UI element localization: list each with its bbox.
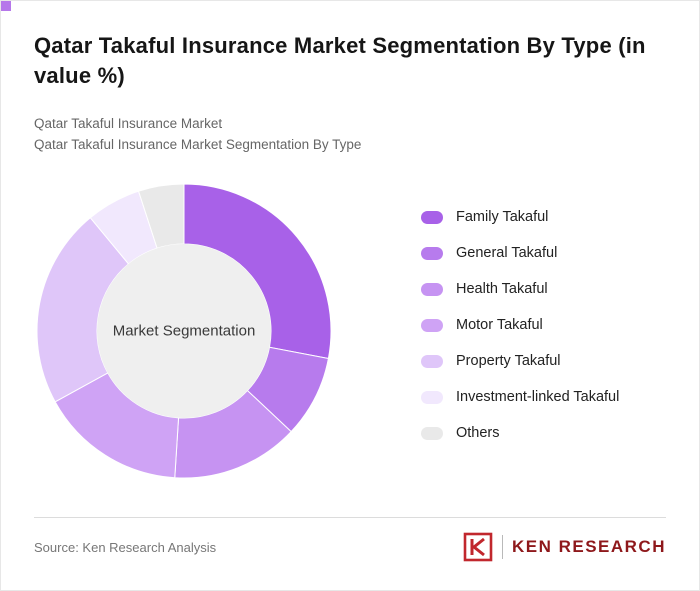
legend-item-investment-linked-takaful[interactable]: Investment-linked Takaful bbox=[421, 389, 619, 405]
subtitle-line-2: Qatar Takaful Insurance Market Segmentat… bbox=[34, 136, 362, 152]
brand-separator bbox=[501, 535, 503, 559]
legend-item-motor-takaful[interactable]: Motor Takaful bbox=[421, 317, 619, 333]
brand-logo: KEN RESEARCH bbox=[463, 532, 666, 562]
footer-divider bbox=[34, 517, 666, 518]
legend-item-property-takaful[interactable]: Property Takaful bbox=[421, 353, 619, 369]
legend: Family Takaful General Takaful Health Taka… bbox=[421, 209, 619, 441]
legend-swatch-family-takaful bbox=[421, 210, 443, 224]
legend-swatch-others bbox=[421, 426, 443, 440]
donut-chart: Market Segmentation bbox=[36, 183, 332, 479]
subtitle-line-1: Qatar Takaful Insurance Market bbox=[34, 116, 223, 131]
legend-swatch-investment-linked-takaful bbox=[421, 390, 443, 404]
legend-label-family-takaful: Family Takaful bbox=[456, 209, 549, 225]
donut-center-circle bbox=[97, 244, 271, 418]
legend-swatch-motor-takaful bbox=[421, 318, 443, 332]
brand-wordmark: KEN RESEARCH bbox=[511, 537, 666, 556]
page-title: Qatar Takaful Insurance Market Segmentat… bbox=[34, 33, 646, 89]
legend-label-investment-linked-takaful: Investment-linked Takaful bbox=[456, 389, 620, 405]
legend-item-general-takaful[interactable]: General Takaful bbox=[421, 245, 619, 261]
legend-label-property-takaful: Property Takaful bbox=[456, 353, 561, 369]
legend-swatch-health-takaful bbox=[421, 282, 443, 296]
donut-svg bbox=[36, 183, 332, 479]
corner-accent bbox=[1, 1, 11, 11]
ken-research-k-icon bbox=[463, 532, 493, 562]
source-text: Source: Ken Research Analysis bbox=[34, 540, 217, 555]
legend-label-others: Others bbox=[456, 425, 500, 441]
legend-item-family-takaful[interactable]: Family Takaful bbox=[421, 209, 619, 225]
donut-center-label: Market Segmentation bbox=[112, 322, 256, 340]
legend-item-others[interactable]: Others bbox=[421, 425, 619, 441]
legend-label-health-takaful: Health Takaful bbox=[456, 281, 548, 297]
legend-label-motor-takaful: Motor Takaful bbox=[456, 317, 543, 333]
legend-swatch-property-takaful bbox=[421, 354, 443, 368]
page-subtitle: Qatar Takaful Insurance Market Qatar Tak… bbox=[34, 114, 361, 156]
legend-swatch-general-takaful bbox=[421, 246, 443, 260]
legend-label-general-takaful: General Takaful bbox=[456, 245, 558, 261]
legend-item-health-takaful[interactable]: Health Takaful bbox=[421, 281, 619, 297]
